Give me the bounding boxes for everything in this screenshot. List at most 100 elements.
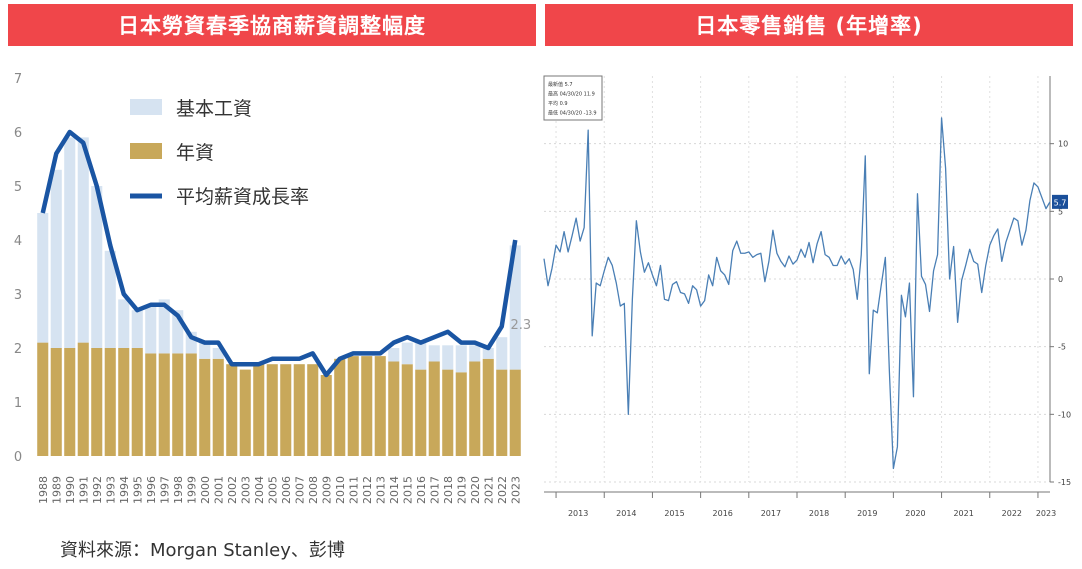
base-wage-bar — [415, 342, 427, 370]
x-tick-label: 1997 — [158, 476, 171, 504]
bonus-bar — [185, 353, 197, 456]
base-wage-bar — [118, 299, 130, 348]
y-tick-label: 5 — [1058, 207, 1063, 216]
x-tick-label: 2009 — [320, 476, 333, 504]
x-tick-label: 2022 — [1002, 509, 1022, 518]
y-tick-label: 5 — [14, 180, 22, 195]
x-tick-label: 2011 — [347, 476, 360, 504]
base-wage-bar — [185, 331, 197, 354]
x-tick-label: 2015 — [401, 476, 414, 504]
x-tick-label: 1988 — [37, 476, 50, 504]
y-tick-label: 1 — [14, 396, 22, 411]
bonus-bar — [361, 356, 373, 456]
base-wage-bar — [455, 345, 467, 373]
base-wage-bar — [509, 245, 521, 370]
bonus-bar — [104, 348, 116, 456]
base-wage-bar — [91, 186, 103, 348]
x-tick-label: 2005 — [266, 476, 279, 504]
base-wage-bar — [158, 299, 170, 354]
last-value-label: 5.7 — [1054, 198, 1067, 207]
bonus-bar — [145, 353, 157, 456]
bonus-bar — [131, 348, 143, 456]
legend-box-entry: 最高 04/30/20 11.9 — [548, 91, 595, 98]
x-tick-label: 2021 — [953, 509, 973, 518]
retail-sales-line — [543, 117, 1051, 470]
bonus-bar — [374, 356, 386, 456]
legend-box-entry: 最低 04/30/20 -13.9 — [548, 110, 597, 117]
source-note: 資料來源：Morgan Stanley、彭博 — [60, 540, 345, 561]
bonus-bar — [388, 361, 400, 456]
bonus-bar — [442, 369, 454, 456]
legend-label: 平均薪資成長率 — [176, 186, 309, 208]
x-tick-label: 1992 — [91, 476, 104, 504]
x-tick-label: 2022 — [496, 476, 509, 504]
left-chart-title-banner: 日本勞資春季協商薪資調整幅度 — [8, 4, 536, 46]
x-tick-label: 1999 — [185, 476, 198, 504]
y-tick-label: -10 — [1058, 410, 1071, 419]
y-tick-label: 3 — [14, 288, 22, 303]
legend-label: 年資 — [176, 142, 214, 164]
bonus-bar — [199, 358, 211, 456]
bonus-bar — [118, 348, 130, 456]
x-tick-label: 1995 — [131, 476, 144, 504]
bonus-bar — [266, 364, 278, 456]
x-tick-label: 2016 — [713, 509, 733, 518]
base-wage-bar — [401, 342, 413, 365]
bonus-bar — [226, 364, 238, 456]
base-wage-bar — [131, 310, 143, 348]
bonus-bar — [64, 348, 76, 456]
x-tick-label: 2003 — [239, 476, 252, 504]
x-tick-label: 2012 — [361, 476, 374, 504]
legend-box-entry: 最新值 5.7 — [548, 81, 573, 88]
x-tick-label: 2014 — [616, 509, 636, 518]
base-wage-bar — [172, 310, 184, 354]
x-tick-label: 2013 — [568, 509, 588, 518]
x-tick-label: 2001 — [212, 476, 225, 504]
x-tick-label: 2019 — [455, 476, 468, 504]
y-tick-label: 10 — [1058, 140, 1068, 149]
retail-sales-chart: 10 5 0 -5 -10 -15 2013 2014 2015 2016 2017 2018 2019… — [540, 58, 1074, 528]
bonus-bar — [293, 364, 305, 456]
x-tick-label: 1991 — [77, 476, 90, 504]
legend-box-entry: 平均 0.9 — [548, 100, 568, 107]
bonus-bar — [158, 353, 170, 456]
y-tick-label: -15 — [1058, 478, 1071, 487]
base-wage-bar — [37, 213, 49, 343]
bonus-bar — [455, 372, 467, 456]
bonus-bar — [428, 361, 440, 456]
wage-negotiation-chart: 0 1 2 3 4 5 6 7 2.3 1988 1989 1990 1991 1992 1993 1994 1… — [6, 58, 536, 508]
x-tick-label: 2013 — [374, 476, 387, 504]
base-wage-bar — [388, 348, 400, 362]
y-tick-label: 0 — [1058, 275, 1063, 284]
bonus-bar — [496, 369, 508, 456]
y-tick-label: 7 — [14, 72, 22, 87]
bonus-bar — [253, 364, 265, 456]
y-tick-label: 0 — [14, 450, 22, 465]
x-tick-label: 2018 — [442, 476, 455, 504]
y-tick-label: 6 — [14, 126, 22, 141]
base-wage-bar — [442, 345, 454, 370]
base-wage-bar — [469, 345, 481, 362]
bonus-bar — [239, 369, 251, 456]
bonus-bar — [77, 342, 89, 456]
x-tick-label: 2014 — [388, 476, 401, 504]
avg-wage-growth-line — [40, 129, 518, 378]
base-wage-bar — [199, 342, 211, 359]
legend-label: 基本工資 — [176, 98, 252, 120]
x-tick-label: 2004 — [253, 476, 266, 504]
bonus-bar — [320, 375, 332, 456]
x-tick-label: 2006 — [280, 476, 293, 504]
base-wage-bar — [428, 345, 440, 362]
x-tick-label: 2021 — [482, 476, 495, 504]
x-tick-label: 2008 — [307, 476, 320, 504]
x-tick-label: 2000 — [199, 476, 212, 504]
left-chart-title: 日本勞資春季協商薪資調整幅度 — [118, 14, 426, 38]
base-wage-bar — [145, 304, 157, 354]
x-tick-label: 1998 — [172, 476, 185, 504]
x-tick-label: 1994 — [118, 476, 131, 504]
bonus-bar — [482, 358, 494, 456]
x-tick-label: 2018 — [809, 509, 829, 518]
base-wage-bar — [104, 250, 116, 348]
x-tick-label: 2007 — [293, 476, 306, 504]
bonus-bar — [509, 369, 521, 456]
